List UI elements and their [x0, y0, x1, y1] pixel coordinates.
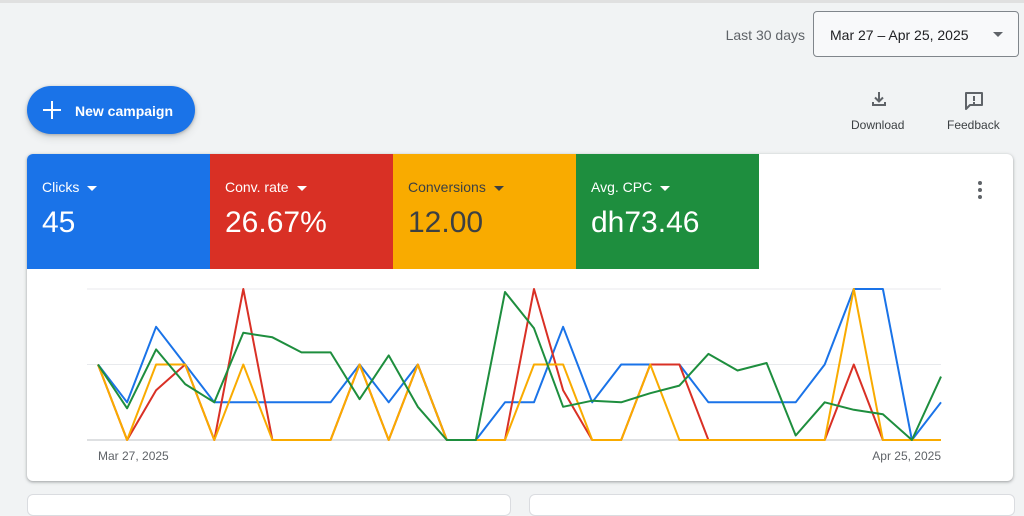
download-icon — [872, 92, 886, 106]
metric-tile-clicks[interactable]: Clicks 45 — [27, 154, 210, 269]
metric-dropdown-icon — [87, 185, 98, 191]
bottom-card-right — [529, 494, 1015, 516]
series-line-conversions — [97, 288, 941, 441]
x-axis-start-label: Mar 27, 2025 — [98, 449, 169, 463]
performance-card: Clicks 45 Conv. rate 26.67% Conversions … — [27, 154, 1013, 481]
dropdown-caret-icon — [993, 32, 1003, 37]
feedback-icon — [965, 92, 983, 110]
metric-label-conv-rate: Conv. rate — [225, 179, 289, 195]
metric-label-avg-cpc: Avg. CPC — [591, 179, 653, 195]
new-campaign-label: New campaign — [75, 103, 174, 119]
metric-label-clicks: Clicks — [42, 179, 80, 195]
date-range-select[interactable]: Mar 27 – Apr 25, 2025 — [813, 11, 1019, 57]
date-range-value: Mar 27 – Apr 25, 2025 — [830, 27, 969, 43]
new-campaign-button[interactable]: New campaign — [27, 86, 195, 134]
download-button[interactable]: Download — [846, 90, 912, 136]
metric-tile-avg-cpc[interactable]: Avg. CPC dh73.46 — [576, 154, 759, 269]
top-divider — [0, 0, 1024, 3]
metric-value-avg-cpc: dh73.46 — [591, 206, 700, 239]
metric-dropdown-icon — [296, 185, 307, 191]
metric-value-clicks: 45 — [42, 206, 76, 239]
x-axis-end-label: Apr 25, 2025 — [872, 449, 941, 463]
download-label: Download — [851, 118, 905, 132]
metric-tile-conv-rate[interactable]: Conv. rate 26.67% — [210, 154, 393, 269]
metric-dropdown-icon — [660, 185, 671, 191]
more-options-icon[interactable] — [968, 178, 992, 202]
performance-line-chart: Mar 27, 2025 Apr 25, 2025 — [87, 288, 942, 463]
metric-dropdown-icon — [493, 185, 504, 191]
metric-value-conversions: 12.00 — [408, 206, 484, 239]
bottom-card-left — [27, 494, 511, 516]
metric-tile-conversions[interactable]: Conversions 12.00 — [393, 154, 576, 269]
feedback-label: Feedback — [947, 118, 1000, 132]
feedback-button[interactable]: Feedback — [942, 90, 1006, 136]
date-range-label: Last 30 days — [725, 27, 805, 43]
plus-icon — [41, 99, 63, 121]
metric-label-conversions: Conversions — [408, 179, 486, 195]
metric-value-conv-rate: 26.67% — [225, 206, 327, 239]
series-line-avg-cpc — [97, 291, 942, 441]
